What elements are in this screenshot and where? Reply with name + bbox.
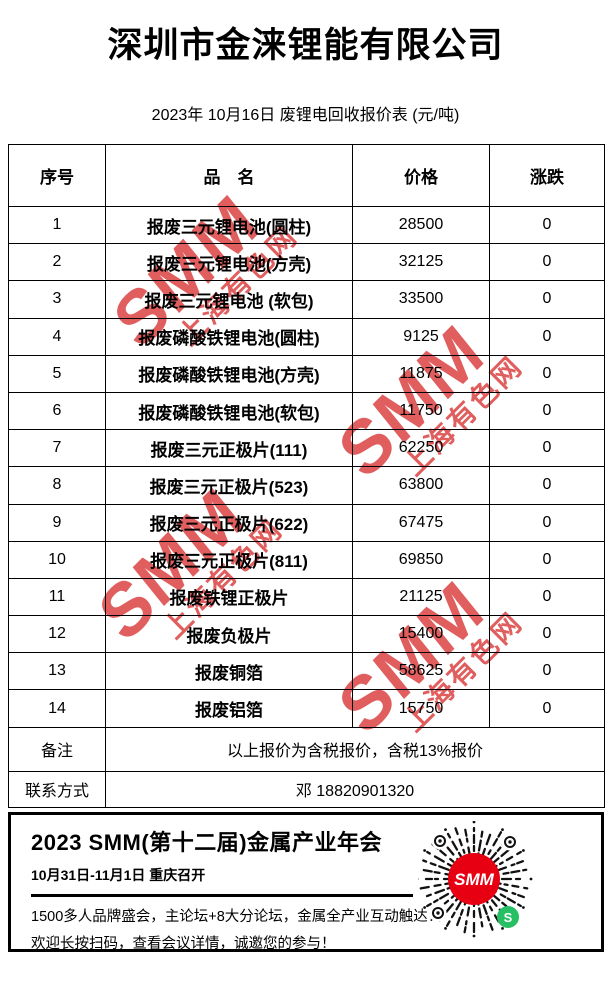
table-row: 4 报废磷酸铁锂电池(圆柱) 9125 0 <box>8 317 605 356</box>
header-name: 品 名 <box>105 144 353 207</box>
cell-name: 报废磷酸铁锂电池(方壳) <box>105 354 353 393</box>
cell-price: 15400 <box>352 615 490 654</box>
cell-price: 63800 <box>352 466 490 505</box>
table-row: 6 报废磷酸铁锂电池(软包) 11750 0 <box>8 391 605 431</box>
table-row: 5 报废磷酸铁锂电池(方壳) 11875 0 <box>8 354 605 393</box>
cell-change: 0 <box>489 205 605 245</box>
cell-name: 报废三元正极片(111) <box>105 429 353 468</box>
remark-row: 备注 以上报价为含税报价，含税13%报价 <box>8 726 605 772</box>
contact-text: 邓 18820901320 <box>105 770 605 808</box>
cell-no: 8 <box>8 466 106 505</box>
cell-price: 67475 <box>352 503 490 542</box>
cell-no: 9 <box>8 503 106 542</box>
cell-no: 6 <box>8 391 106 431</box>
cell-price: 11875 <box>352 354 490 393</box>
cell-no: 7 <box>8 429 106 468</box>
cell-change: 0 <box>489 391 605 431</box>
qr-red-logo: SMM <box>448 852 500 905</box>
contact-row: 联系方式 邓 18820901320 <box>8 770 605 808</box>
table-row: 13 报废铜箔 58625 0 <box>8 652 605 691</box>
qr-eye-icon <box>429 904 447 922</box>
cell-no: 14 <box>8 689 106 728</box>
cell-price: 15750 <box>352 689 490 728</box>
qr-eye-icon <box>501 833 519 851</box>
cell-name: 报废三元锂电池(圆柱) <box>105 205 353 245</box>
cell-price: 28500 <box>352 205 490 245</box>
conference-desc-2: 欢迎长按扫码，查看会议详情，诚邀您的参与！ <box>31 935 336 952</box>
cell-change: 0 <box>489 689 605 728</box>
cell-change: 0 <box>489 354 605 393</box>
cell-name: 报废铜箔 <box>105 652 353 691</box>
svg-text:S: S <box>504 910 513 925</box>
cell-name: 报废铝箔 <box>105 689 353 728</box>
cell-name: 报废三元正极片(811) <box>105 540 353 579</box>
cell-price: 62250 <box>352 429 490 468</box>
header-no: 序号 <box>8 144 106 207</box>
cell-no: 11 <box>8 577 106 617</box>
company-title: 深圳市金涞锂能有限公司 <box>107 26 504 65</box>
cell-no: 2 <box>8 243 106 282</box>
cell-name: 报废三元锂电池 (软包) <box>105 280 353 319</box>
table-row: 7 报废三元正极片(111) 62250 0 <box>8 429 605 468</box>
cell-price: 33500 <box>352 280 490 319</box>
table-row: 1 报废三元锂电池(圆柱) 28500 0 <box>8 205 605 245</box>
cell-change: 0 <box>489 317 605 356</box>
price-table: 序号 品 名 价格 涨跌 1 报废三元锂电池(圆柱) 28500 0 2 报废三元锂电池(… <box>8 144 605 808</box>
table-row: 3 报废三元锂电池 (软包) 33500 0 <box>8 280 605 319</box>
table-row: 11 报废铁锂正极片 21125 0 <box>8 577 605 617</box>
table-row: 9 报废三元正极片(622) 67475 0 <box>8 503 605 542</box>
cell-change: 0 <box>489 540 605 579</box>
cell-no: 1 <box>8 205 106 245</box>
header-change: 涨跌 <box>489 144 605 207</box>
cell-price: 11750 <box>352 391 490 431</box>
cell-name: 报废三元正极片(622) <box>105 503 353 542</box>
cell-price: 32125 <box>352 243 490 282</box>
cell-price: 9125 <box>352 317 490 356</box>
table-row: 8 报废三元正极片(523) 63800 0 <box>8 466 605 505</box>
cell-no: 5 <box>8 354 106 393</box>
table-header-row: 序号 品 名 价格 涨跌 <box>8 144 605 207</box>
cell-no: 3 <box>8 280 106 319</box>
cell-name: 报废三元锂电池(方壳) <box>105 243 353 282</box>
remark-label: 备注 <box>8 726 106 772</box>
cell-name: 报废磷酸铁锂电池(圆柱) <box>105 317 353 356</box>
cell-change: 0 <box>489 243 605 282</box>
header-price: 价格 <box>352 144 490 207</box>
cell-change: 0 <box>489 615 605 654</box>
cell-name: 报废负极片 <box>105 615 353 654</box>
footer-banner: 2023 SMM(第十二届)金属产业年会 10月31日-11月1日 重庆召开 1… <box>8 811 604 952</box>
cell-name: 报废铁锂正极片 <box>105 577 353 617</box>
qr-code: SMM S <box>418 820 533 938</box>
cell-no: 13 <box>8 652 106 691</box>
cell-no: 4 <box>8 317 106 356</box>
table-row: 14 报废铝箔 15750 0 <box>8 689 605 728</box>
smm-logo-text: SMM <box>454 870 495 889</box>
table-row: 12 报废负极片 15400 0 <box>8 615 605 654</box>
cell-change: 0 <box>489 466 605 505</box>
table-row: 2 报废三元锂电池(方壳) 32125 0 <box>8 243 605 282</box>
contact-label: 联系方式 <box>8 770 106 808</box>
cell-change: 0 <box>489 577 605 617</box>
conference-title: 2023 SMM(第十二届)金属产业年会 <box>31 829 383 855</box>
cell-name: 报废三元正极片(523) <box>105 466 353 505</box>
cell-price: 58625 <box>352 652 490 691</box>
qr-eye-icon <box>431 832 449 850</box>
table-row: 10 报废三元正极片(811) 69850 0 <box>8 540 605 579</box>
conference-date: 10月31日-11月1日 重庆召开 <box>31 866 206 883</box>
cell-change: 0 <box>489 503 605 542</box>
cell-price: 21125 <box>352 577 490 617</box>
cell-price: 69850 <box>352 540 490 579</box>
cell-no: 10 <box>8 540 106 579</box>
conference-desc-1: 1500多人品牌盛会，主论坛+8大分论坛，金属全产业互动触达！ <box>31 908 443 925</box>
cell-change: 0 <box>489 280 605 319</box>
divider-line <box>31 893 413 897</box>
report-subtitle: 2023年 10月16日 废锂电回收报价表 (元/吨) <box>151 107 460 124</box>
remark-text: 以上报价为含税报价，含税13%报价 <box>105 726 605 772</box>
wechat-miniprogram-icon: S <box>497 905 519 928</box>
cell-change: 0 <box>489 652 605 691</box>
cell-no: 12 <box>8 615 106 654</box>
cell-change: 0 <box>489 429 605 468</box>
cell-name: 报废磷酸铁锂电池(软包) <box>105 391 353 431</box>
